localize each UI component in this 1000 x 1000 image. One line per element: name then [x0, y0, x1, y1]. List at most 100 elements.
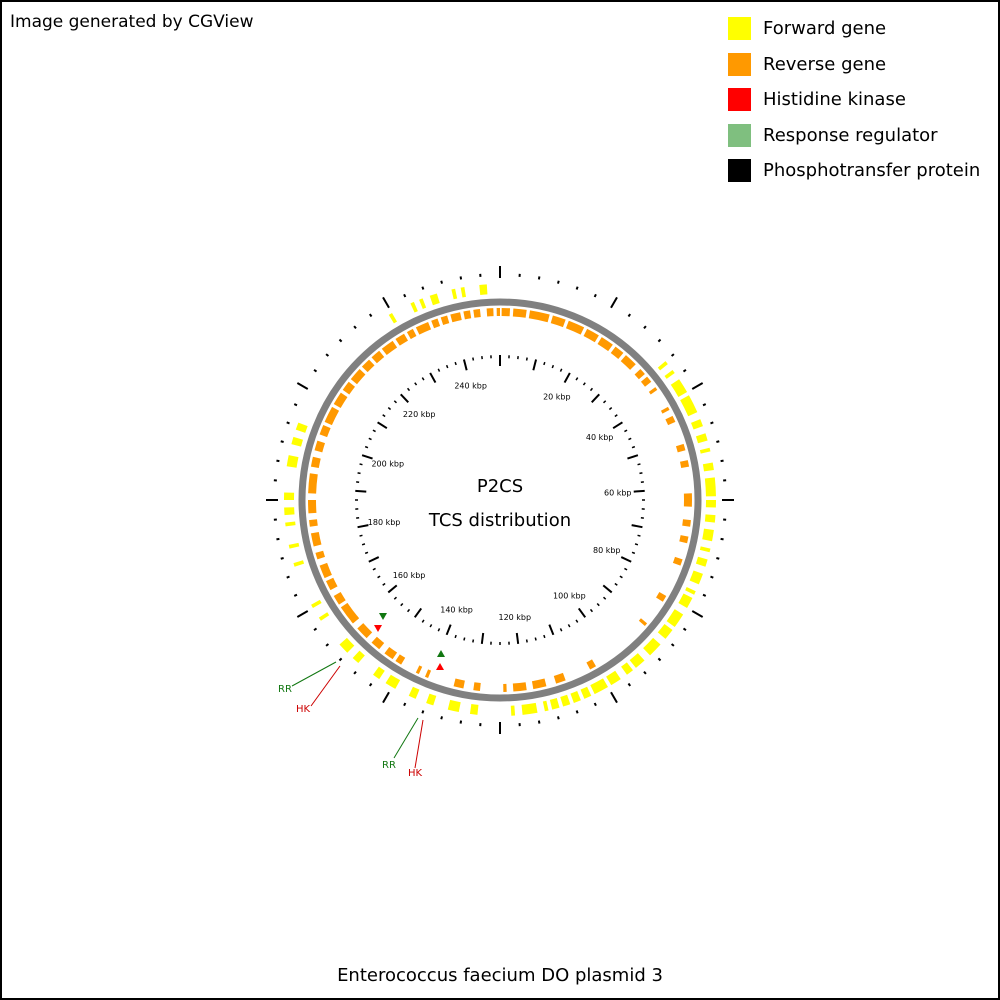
inner-tick [382, 414, 386, 418]
reverse-gene [350, 615, 360, 624]
outer-tick [276, 459, 280, 463]
forward-gene [426, 693, 437, 706]
inner-tick [543, 634, 546, 639]
legend-item-reverse-gene: Reverse gene [728, 47, 980, 83]
forward-gene [629, 653, 645, 668]
reverse-gene [512, 682, 527, 692]
inner-tick [393, 596, 397, 600]
outer-tick [293, 593, 298, 597]
forward-gene [689, 570, 703, 585]
forward-gene [410, 301, 418, 313]
forward-gene [570, 690, 581, 703]
legend-item-histidine-kinase: Histidine kinase [728, 82, 980, 118]
outer-tick [296, 382, 309, 390]
outer-tick [537, 276, 541, 280]
tick-label: 60 kbp [604, 489, 632, 498]
inner-tick [445, 624, 452, 636]
forward-gene [408, 686, 420, 699]
reverse-gene [309, 519, 318, 527]
forward-gene [590, 678, 608, 695]
callout-line-hk [310, 665, 341, 707]
inner-tick [361, 454, 373, 460]
reverse-gene [679, 460, 690, 469]
callout-line-rr [393, 717, 419, 759]
forward-gene [621, 662, 633, 675]
reverse-gene [679, 535, 689, 544]
reverse-gene [308, 473, 318, 494]
outer-tick [440, 716, 443, 720]
inner-tick [582, 382, 586, 386]
outer-tick [286, 575, 290, 579]
outer-tick [670, 353, 675, 357]
legend-label: Forward gene [763, 18, 887, 40]
outer-tick [368, 313, 373, 318]
reverse-gene [324, 406, 340, 426]
outer-tick [459, 276, 463, 280]
inner-tick [614, 582, 618, 586]
reverse-gene [450, 312, 462, 323]
forward-gene [352, 650, 365, 664]
reverse-gene [503, 683, 507, 692]
inner-tick [596, 603, 600, 607]
reverse-gene [395, 654, 406, 665]
forward-gene [284, 507, 295, 516]
forward-gene [388, 312, 397, 324]
tick-label: 20 kbp [543, 393, 571, 402]
outer-tick [657, 657, 662, 662]
reverse-gene [333, 592, 346, 605]
inner-tick [472, 639, 475, 643]
reverse-gene [463, 310, 472, 320]
inner-tick [624, 567, 628, 571]
response-regulator-marker [379, 613, 387, 620]
tcs-markers [374, 613, 445, 670]
reverse-gene [406, 328, 417, 340]
inner-tick [437, 628, 441, 632]
reverse-gene [453, 678, 465, 689]
outer-tick [575, 286, 579, 290]
outer-tick [691, 610, 704, 618]
reverse-gene [682, 519, 691, 527]
outer-tick [353, 670, 357, 675]
legend-item-phosphotransfer-protein: Phosphotransfer protein [728, 153, 980, 189]
outer-tick [627, 682, 632, 687]
inner-tick [631, 524, 643, 529]
inner-tick [387, 406, 392, 411]
inner-tick [429, 624, 433, 628]
reverse-gene [610, 346, 624, 360]
inner-tick [634, 543, 639, 546]
inner-tick [357, 472, 361, 475]
inner-tick [563, 372, 571, 384]
inner-tick [462, 359, 468, 371]
inner-tick [532, 359, 538, 371]
legend-item-forward-gene: Forward gene [728, 11, 980, 47]
callout-line-hk [414, 719, 424, 769]
reverse-gene [381, 340, 398, 356]
reverse-gene [342, 381, 356, 395]
outer-tick [710, 575, 714, 579]
legend: Forward gene Reverse gene Histidine kina… [728, 11, 980, 189]
reverse-gene [310, 531, 322, 547]
forward-gene [510, 705, 516, 716]
histidine-kinase-marker [374, 625, 382, 632]
reverse-gene [319, 562, 332, 579]
inner-tick [575, 619, 579, 623]
forward-gene [664, 370, 675, 379]
inner-tick [639, 472, 643, 475]
legend-swatch [728, 17, 751, 41]
reverse-gene [565, 320, 585, 335]
inner-tick [620, 556, 632, 563]
inner-tick [437, 368, 441, 372]
inner-tick [480, 632, 485, 644]
forward-gene [339, 637, 355, 653]
outer-tick [710, 421, 714, 425]
inner-tick [548, 624, 555, 636]
tick-label: 200 kbp [371, 460, 404, 469]
reverse-gene [501, 308, 511, 317]
inner-tick [525, 357, 528, 361]
forward-gene [285, 521, 296, 527]
forward-gene [685, 587, 696, 595]
outer-tick [716, 440, 720, 443]
forward-gene [702, 462, 714, 472]
outer-ruler [266, 266, 734, 734]
forward-gene [643, 637, 661, 656]
